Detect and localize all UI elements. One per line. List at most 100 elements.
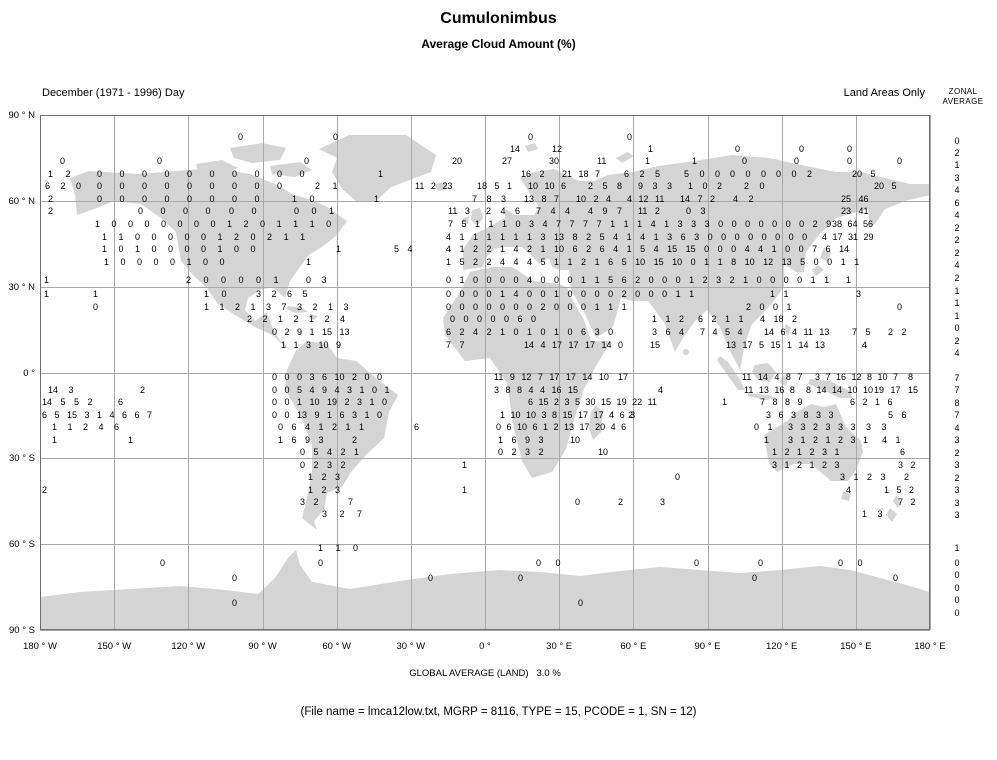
map-value-segment: 0 (575, 497, 581, 507)
map-value-segment: 3 2 (898, 460, 916, 470)
map-value-segment: 7 4 4 (536, 206, 571, 216)
map-value-segment: 11 14 4 8 7 (742, 372, 803, 382)
zonal-header-line2: AVERAGE (942, 97, 984, 106)
map-value-segment: 2 (42, 485, 48, 495)
map-value-segment: 2 (904, 472, 910, 482)
map-value-segment: 1 0 (292, 194, 315, 204)
zonal-average-value: 0 (954, 583, 960, 593)
map-value-segment: 6 2 1 1 (698, 314, 744, 324)
map-value-segment: 1 0 0 0 0 1 0 0 (104, 257, 225, 267)
map-value-segment: 4 2 (733, 194, 754, 204)
map-value-segment: 0 (93, 302, 99, 312)
map-value-segment: 14 (510, 144, 521, 154)
map-value-segment: 30 (549, 156, 560, 166)
map-value-segment: 4 9 7 (588, 206, 623, 216)
map-value-segment: 11 9 12 7 17 17 14 10 (494, 372, 609, 382)
zonal-average-value: 7 (954, 373, 960, 383)
map-value-segment: 0 3 (686, 206, 706, 216)
map-value-segment: 1 (93, 289, 99, 299)
map-value-segment: 0 (742, 156, 748, 166)
map-value-segment: 3 (856, 289, 862, 299)
zonal-average-value: 8 (954, 398, 960, 408)
zonal-average-value: 1 (954, 286, 960, 296)
zonal-average-value: 0 (954, 323, 960, 333)
map-value-segment: 7 (348, 497, 354, 507)
map-value-segment: 1 1 2 4 6 (52, 422, 120, 432)
map-value-segment: 6 2 4 2 1 0 1 0 1 0 6 3 0 (446, 327, 614, 337)
map-value-segment: 11 13 16 8 (744, 385, 795, 395)
map-value-segment: 4 1 1 1 1 1 1 3 13 8 2 5 4 1 4 1 3 6 3 0… (446, 232, 808, 242)
map-value-segment: 9 3 3 (638, 181, 673, 191)
map-value-segment: 8 (908, 372, 914, 382)
map-value-segment: 4 (658, 385, 664, 395)
map-value-segment: 27 (502, 156, 513, 166)
japan (820, 247, 831, 262)
zonal-average-value: 2 (954, 273, 960, 283)
zonal-average-value: 4 (954, 185, 960, 195)
grid-line-horizontal (40, 372, 930, 374)
zonal-average-value: 0 (954, 558, 960, 568)
map-value-segment: 1 5 2 2 4 4 4 5 1 1 2 1 6 5 10 15 10 0 1… (446, 257, 860, 267)
cuba (286, 306, 308, 313)
map-value-segment: 23 41 (841, 206, 869, 216)
map-value-segment: 0 0 0 0 0 0 0 0 0 (97, 181, 283, 191)
map-value-segment: 0 0 5 4 9 4 3 1 0 1 (272, 385, 390, 395)
map-value-segment: 0 (232, 573, 238, 583)
zonal-average-value: 2 (954, 448, 960, 458)
map-value-segment: 10 (598, 447, 609, 457)
map-value-segment: 3 2 6 5 (256, 289, 308, 299)
zonal-average-value: 2 (954, 223, 960, 233)
map-value-segment: 0 0 0 0 1 4 0 0 1 0 0 0 0 2 0 0 0 1 1 (446, 289, 695, 299)
new-zealand (893, 496, 902, 508)
map-value-segment: 1 (44, 289, 50, 299)
map-value-segment: 1 0 (204, 289, 227, 299)
map-value-segment: 0 (160, 558, 166, 568)
map-value-segment: 0 (893, 573, 899, 583)
map-value-segment: 2 (48, 206, 54, 216)
map-value-segment: 14 4 17 17 17 14 0 (524, 340, 624, 350)
map-value-segment: 0 (578, 598, 584, 608)
zonal-average-value: 1 (954, 543, 960, 553)
map-value-segment: 4 (846, 485, 852, 495)
map-value-segment: 2 2 (888, 327, 907, 337)
zonal-average-value: 0 (954, 608, 960, 618)
map-value-segment: 1 (306, 257, 312, 267)
map-value-segment: 0 (799, 144, 805, 154)
zonal-average-value: 0 (954, 570, 960, 580)
map-value-segment: 0 (794, 156, 800, 166)
map-value-segment: 3 3 2 3 3 3 (788, 422, 856, 432)
map-value-segment: 11 2 (638, 206, 660, 216)
lat-tick-label: 30 ° S (9, 453, 35, 465)
zonal-header-line1: ZONAL (948, 87, 978, 96)
map-value-segment: 1 (462, 460, 468, 470)
grid-line-vertical (930, 115, 931, 630)
map-value-segment: 0 (518, 573, 524, 583)
map-value-segment: 0 (333, 132, 339, 142)
map-value-segment: 0 (847, 156, 853, 166)
map-value-segment: 0 (735, 144, 741, 154)
map-value-segment: 6 2 1 6 (850, 397, 893, 407)
zonal-average-value: 3 (954, 510, 960, 520)
map-value-segment: 1 (52, 435, 58, 445)
map-value-segment: 1 2 (48, 169, 71, 179)
map-value-segment: 5 6 (888, 410, 907, 420)
map-value-segment: 7 8 8 9 (760, 397, 803, 407)
map-value-segment: 11 3 (448, 206, 470, 216)
map-value-segment: 0 (238, 132, 244, 142)
lon-tick-label: 120 ° W (171, 641, 206, 652)
map-value-segment: 1 2 3 (308, 472, 341, 482)
south-america (285, 341, 398, 530)
lon-tick-label: 150 ° E (840, 641, 872, 652)
map-value-segment: 3 1 2 1 2 3 (772, 460, 840, 470)
map-value-segment: 14 5 5 2 (42, 397, 93, 407)
map-value-segment: 10 10 6 (528, 181, 567, 191)
map-value-segment: 5 0 0 (684, 169, 721, 179)
coverage-label: Land Areas Only (843, 87, 925, 99)
map-value-segment: 2 5 8 (588, 181, 623, 191)
map-value-segment: 6 2 5 (624, 169, 661, 179)
map-value-segment: 2 (352, 435, 358, 445)
map-value-segment: 1 1 0 0 0 0 0 1 2 0 2 1 1 (102, 232, 306, 242)
map-value-segment: 0 (528, 132, 534, 142)
lat-tick-label: 0 ° (23, 367, 35, 379)
map-value-segment: 0 2 3 2 (300, 460, 346, 470)
